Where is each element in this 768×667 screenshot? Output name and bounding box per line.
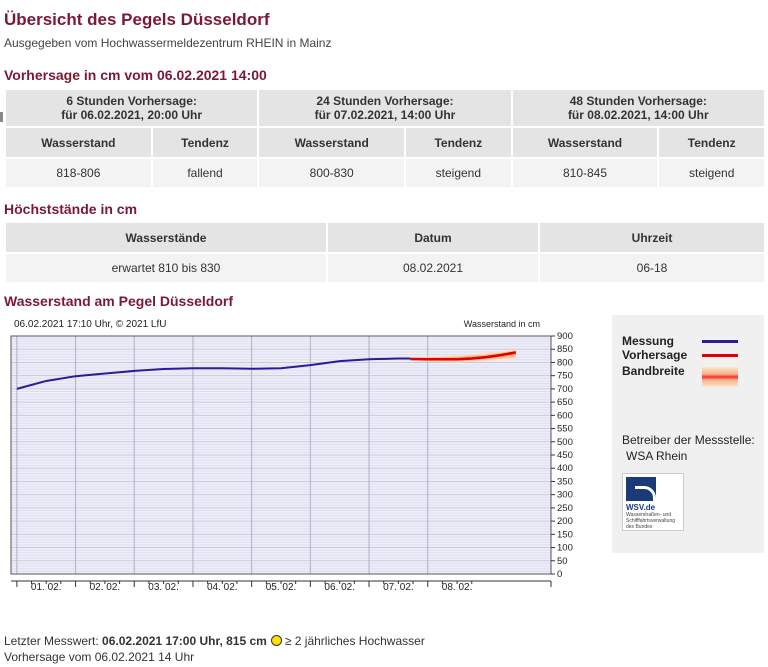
chart-ylabel: Wasserstand in cm xyxy=(464,319,540,329)
chart-heading: Wasserstand am Pegel Düsseldorf xyxy=(4,293,234,309)
legend-swatch-bandbreite xyxy=(702,367,738,387)
legend-label-bandbreite: Bandbreite xyxy=(622,364,685,378)
col-header-tendenz: Tendenz xyxy=(152,128,258,157)
legend-label-vorhersage: Vorhersage xyxy=(622,348,688,362)
forecast-48h-tendenz: steigend xyxy=(659,159,764,187)
page-subtitle: Ausgegeben vom Hochwassermeldezentrum RH… xyxy=(4,36,332,50)
forecast-24h-tendenz: steigend xyxy=(406,159,511,187)
y-tick-label: 350 xyxy=(557,476,573,487)
wsv-logo-subtitle: Wasserstraßen- und Schifffahrtsverwaltun… xyxy=(626,512,676,530)
forecast-block-48h-title: 48 Stunden Vorhersage: für 08.02.2021, 1… xyxy=(512,90,764,126)
x-tick-label: 07. 02. xyxy=(383,582,414,593)
peaks-uhrzeit: 06-18 xyxy=(540,254,764,282)
series-line-vorhersage xyxy=(410,351,517,361)
chart-title: 06.02.2021 17:10 Uhr, © 2021 LfU xyxy=(14,319,166,330)
x-tick-label: 03. 02. xyxy=(148,582,179,593)
peaks-header-datum: Datum xyxy=(328,223,538,252)
y-tick-label: 0 xyxy=(557,569,562,580)
y-tick-label: 750 xyxy=(557,371,573,382)
last-measurement-value: 06.02.2021 17:00 Uhr, 815 cm xyxy=(102,634,267,648)
flood-level-text: ≥ 2 jährliches Hochwasser xyxy=(284,634,425,648)
forecast-24h-wasserstand: 800-830 xyxy=(259,159,405,187)
y-tick-label: 450 xyxy=(557,450,573,461)
peaks-heading: Höchststände in cm xyxy=(4,201,138,217)
peaks-datum: 08.02.2021 xyxy=(328,254,538,282)
forecast-block-24h-title: 24 Stunden Vorhersage: für 07.02.2021, 1… xyxy=(259,90,511,126)
water-level-chart: 01. 02. 02. 02. 03. 02. 04. 02. 05. 02. 06. 0… xyxy=(4,314,610,604)
y-tick-label: 400 xyxy=(557,463,573,474)
x-tick-label: 01. 02. xyxy=(31,582,62,593)
wsv-logo-name: WSV.de xyxy=(626,503,656,512)
page-title: Übersicht des Pegels Düsseldorf xyxy=(4,10,270,29)
chart-svg: 01. 02. 02. 02. 03. 02. 04. 02. 05. 02. 06. 0… xyxy=(10,319,573,593)
x-tick-label: 04. 02. xyxy=(207,582,238,593)
last-measurement: Letzter Messwert: 06.02.2021 17:00 Uhr, … xyxy=(4,634,425,648)
legend-swatch-messung xyxy=(702,340,738,343)
col-header-tendenz: Tendenz xyxy=(659,128,764,157)
y-tick-label: 850 xyxy=(557,344,573,355)
operator-label: Betreiber der Messstelle: xyxy=(622,433,755,447)
x-tick-label: 05. 02. xyxy=(266,582,297,593)
y-tick-label: 50 xyxy=(557,556,568,567)
x-tick-label: 08. 02. xyxy=(442,582,473,593)
scroll-edge-marker xyxy=(0,112,3,122)
col-header-wasserstand: Wasserstand xyxy=(512,128,658,157)
peaks-table: Wasserstände Datum Uhrzeit erwartet 810 … xyxy=(4,221,766,284)
operator-name: WSA Rhein xyxy=(626,449,688,463)
y-tick-label: 800 xyxy=(557,357,573,368)
wsv-logo-icon xyxy=(626,477,656,501)
chart-axes: 01. 02. 02. 02. 03. 02. 04. 02. 05. 02. 06. 0… xyxy=(10,331,573,593)
legend-label-messung: Messung xyxy=(622,334,675,348)
forecast-6h-tendenz: fallend xyxy=(152,159,258,187)
peaks-header-uhrzeit: Uhrzeit xyxy=(540,223,764,252)
legend-swatch-vorhersage xyxy=(702,354,738,357)
y-tick-label: 600 xyxy=(557,410,573,421)
flood-level-indicator-icon xyxy=(270,635,282,646)
peaks-wasserstaende: erwartet 810 bis 830 xyxy=(6,254,326,282)
last-measurement-prefix: Letzter Messwert: xyxy=(4,634,99,648)
forecast-block-6h-title: 6 Stunden Vorhersage: für 06.02.2021, 20… xyxy=(6,90,258,126)
y-tick-label: 250 xyxy=(557,503,573,514)
chart-grid xyxy=(11,335,551,575)
y-tick-label: 700 xyxy=(557,384,573,395)
y-tick-label: 100 xyxy=(557,543,573,554)
x-tick-label: 02. 02. xyxy=(90,582,121,593)
forecast-48h-wasserstand: 810-845 xyxy=(512,159,658,187)
y-tick-label: 150 xyxy=(557,529,573,540)
col-header-tendenz: Tendenz xyxy=(406,128,511,157)
y-tick-label: 300 xyxy=(557,490,573,501)
chart-series xyxy=(16,351,517,390)
y-tick-label: 650 xyxy=(557,397,573,408)
x-tick-label: 06. 02. xyxy=(324,582,355,593)
forecast-6h-wasserstand: 818-806 xyxy=(6,159,151,187)
peaks-header-wasserstaende: Wasserstände xyxy=(6,223,326,252)
y-tick-label: 200 xyxy=(557,516,573,527)
chart-legend: Messung Vorhersage Bandbreite Betreiber … xyxy=(612,315,764,553)
forecast-table: 6 Stunden Vorhersage: für 06.02.2021, 20… xyxy=(4,88,766,189)
y-tick-label: 900 xyxy=(557,331,573,342)
col-header-wasserstand: Wasserstand xyxy=(6,128,151,157)
col-header-wasserstand: Wasserstand xyxy=(259,128,405,157)
y-tick-label: 500 xyxy=(557,437,573,448)
wsv-logo[interactable]: WSV.de Wasserstraßen- und Schifffahrtsve… xyxy=(622,473,684,531)
forecast-heading: Vorhersage in cm vom 06.02.2021 14:00 xyxy=(4,67,267,83)
y-tick-label: 550 xyxy=(557,424,573,435)
series-line-messung xyxy=(16,357,411,390)
forecast-issued-line: Vorhersage vom 06.02.2021 14 Uhr xyxy=(4,650,195,664)
